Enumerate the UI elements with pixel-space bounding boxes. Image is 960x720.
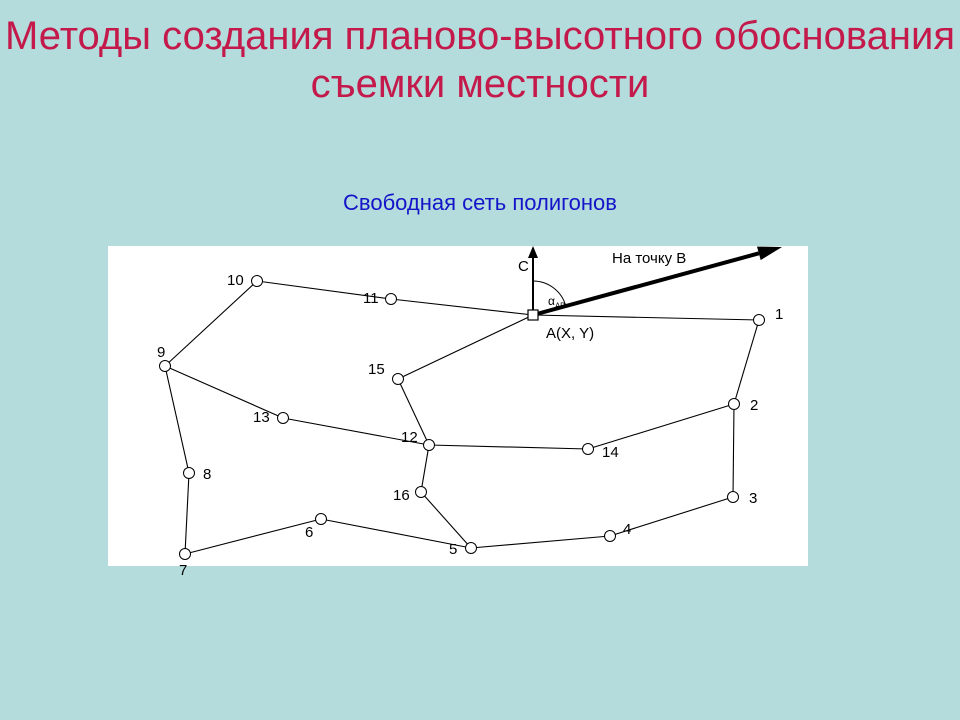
node-7 <box>180 549 191 560</box>
node-4 <box>605 531 616 542</box>
node-9 <box>160 361 171 372</box>
node-label-10: 10 <box>227 272 244 289</box>
node-10 <box>252 276 263 287</box>
node-12 <box>424 440 435 451</box>
network-diagram <box>0 0 960 720</box>
node-13 <box>278 413 289 424</box>
node-label-16: 16 <box>393 487 410 504</box>
node-square-A <box>528 310 538 320</box>
angle-label: αАВ <box>548 294 565 310</box>
node-1 <box>754 315 765 326</box>
node-label-9: 9 <box>157 344 165 361</box>
node-label-2: 2 <box>750 397 758 414</box>
node-label-3: 3 <box>749 490 757 507</box>
node-label-4: 4 <box>623 521 631 538</box>
node-label-A: A(X, Y) <box>546 325 594 342</box>
north-label: С <box>518 258 529 275</box>
diagram-panel <box>108 246 808 566</box>
node-3 <box>728 492 739 503</box>
node-11 <box>386 294 397 305</box>
node-14 <box>583 444 594 455</box>
node-label-12: 12 <box>401 429 418 446</box>
node-label-1: 1 <box>775 306 783 323</box>
node-label-14: 14 <box>602 444 619 461</box>
node-label-15: 15 <box>368 361 385 378</box>
b-arrow-label: На точку В <box>612 250 686 267</box>
node-label-5: 5 <box>449 541 457 558</box>
node-label-11: 11 <box>363 290 379 307</box>
node-16 <box>416 487 427 498</box>
node-5 <box>466 543 477 554</box>
node-8 <box>184 468 195 479</box>
node-2 <box>729 399 740 410</box>
node-label-6: 6 <box>305 524 313 541</box>
node-6 <box>316 514 327 525</box>
node-15 <box>393 374 404 385</box>
node-label-8: 8 <box>203 466 211 483</box>
node-label-7: 7 <box>179 562 187 579</box>
node-label-13: 13 <box>253 409 270 426</box>
